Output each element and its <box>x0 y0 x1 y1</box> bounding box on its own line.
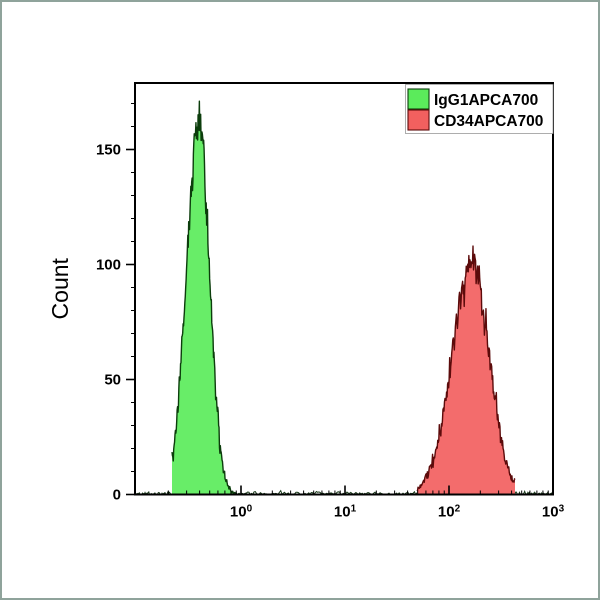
svg-text:IgG1APCA700: IgG1APCA700 <box>434 92 538 109</box>
svg-text:0: 0 <box>113 487 121 504</box>
svg-text:50: 50 <box>104 372 121 389</box>
svg-text:150: 150 <box>96 142 121 159</box>
svg-text:Count: Count <box>47 257 73 319</box>
svg-text:100: 100 <box>96 257 121 274</box>
svg-text:CD34APCA700: CD34APCA700 <box>434 113 543 130</box>
